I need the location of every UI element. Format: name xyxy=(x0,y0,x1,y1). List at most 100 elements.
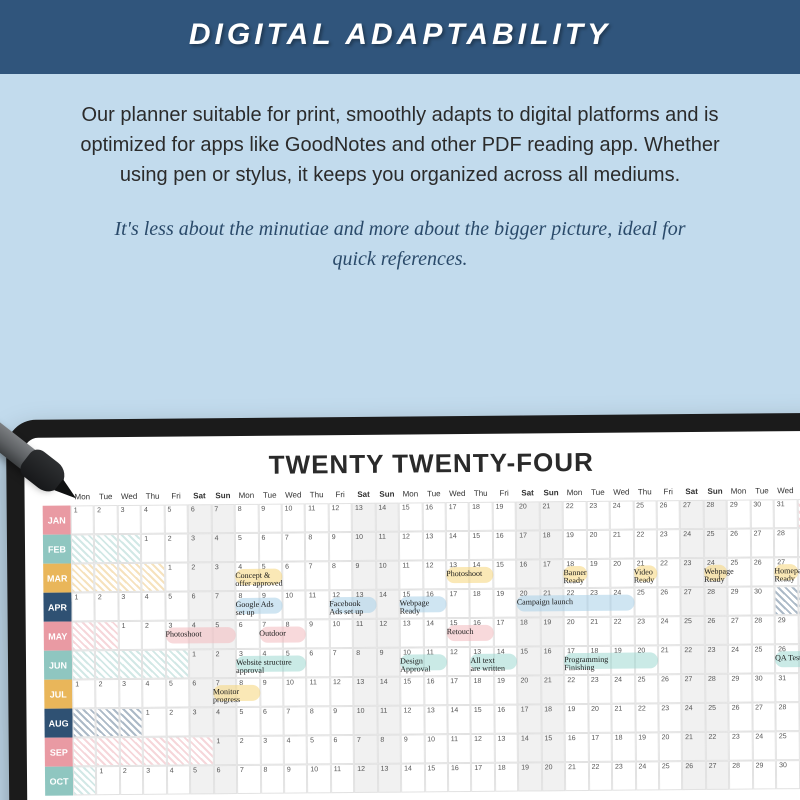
day-cell: 15 xyxy=(471,705,495,734)
day-cell: 13 xyxy=(400,618,424,647)
day-cell: 15 xyxy=(399,502,423,531)
day-cell: 4 xyxy=(259,649,283,678)
dow-cell: Thu xyxy=(633,485,657,500)
day-cell: 18 xyxy=(495,763,519,792)
day-cell xyxy=(72,621,96,650)
day-cell: 8 xyxy=(305,532,329,561)
day-cell: 11 xyxy=(448,734,472,763)
day-cell: 20 xyxy=(588,704,612,733)
dow-cell: Sun xyxy=(539,486,563,501)
day-cell: 9 xyxy=(284,764,308,793)
day-cell: 20 xyxy=(587,530,611,559)
day-cell: 25 xyxy=(659,761,683,790)
day-cell: 25 xyxy=(705,703,729,732)
day-cell: 13 xyxy=(353,590,377,619)
day-cell: 5 xyxy=(259,562,283,591)
day-cell: 24 xyxy=(658,616,682,645)
dow-cell: Tue xyxy=(94,490,118,505)
day-cell: 3 xyxy=(190,707,214,736)
day-cell: 9 xyxy=(329,532,353,561)
day-cell: 18 xyxy=(517,617,541,646)
dow-cell: Fri xyxy=(328,488,352,503)
day-cell: 14 xyxy=(518,733,542,762)
day-cell: 24 xyxy=(728,645,752,674)
dow-cell: Wed xyxy=(774,484,798,499)
day-cell: 8 xyxy=(260,765,284,794)
day-cell: 16 xyxy=(494,705,518,734)
day-cell: 23 xyxy=(658,703,682,732)
day-cell: 19 xyxy=(563,530,587,559)
day-cell: 14 xyxy=(446,531,470,560)
day-cell: 17 xyxy=(446,589,470,618)
day-cell: 25 xyxy=(681,616,705,645)
day-cell: 18 xyxy=(563,559,587,588)
day-cell: 11 xyxy=(399,560,423,589)
day-cell: 15 xyxy=(541,733,565,762)
day-cell: 10 xyxy=(376,561,400,590)
day-cell: 15 xyxy=(469,531,493,560)
day-cell: 2 xyxy=(188,562,212,591)
day-cell: 24 xyxy=(635,761,659,790)
day-cell: 21 xyxy=(539,501,563,530)
month-label: JUN xyxy=(44,650,72,679)
day-cell: 25 xyxy=(633,500,657,529)
day-cell xyxy=(190,736,214,765)
day-cell: 23 xyxy=(634,616,658,645)
tablet: TWENTY TWENTY-FOUR MonTueWedThuFriSatSun… xyxy=(10,420,800,800)
day-cell: 19 xyxy=(611,646,635,675)
day-cell: 29 xyxy=(727,500,751,529)
day-cell: 26 xyxy=(658,674,682,703)
day-cell: 19 xyxy=(540,617,564,646)
dow-cell: Tue xyxy=(258,489,282,504)
day-cell: 29 xyxy=(728,587,752,616)
day-cell: 9 xyxy=(330,706,354,735)
day-cell xyxy=(72,708,96,737)
day-cell: 21 xyxy=(658,645,682,674)
day-cell: 19 xyxy=(635,732,659,761)
day-cell: 31 xyxy=(775,673,799,702)
day-cell: 29 xyxy=(775,615,799,644)
day-cell: 25 xyxy=(635,674,659,703)
day-cell: 16 xyxy=(422,502,446,531)
day-cell: 15 xyxy=(424,763,448,792)
day-cell: 11 xyxy=(377,706,401,735)
day-cell: 4 xyxy=(235,562,259,591)
dow-cell: Tue xyxy=(750,484,774,499)
day-cell: 28 xyxy=(729,761,753,790)
day-cell xyxy=(95,621,119,650)
day-cell: 1 xyxy=(119,621,143,650)
dow-cell: Mon xyxy=(727,485,751,500)
day-cell: 26 xyxy=(657,587,681,616)
dow-cell: Thu xyxy=(305,488,329,503)
day-cell: 20 xyxy=(610,559,634,588)
day-cell: 6 xyxy=(282,561,306,590)
dow-cell: Sat xyxy=(188,489,212,504)
day-cell: 23 xyxy=(729,732,753,761)
day-cell: 7 xyxy=(330,648,354,677)
day-cell: 19 xyxy=(493,589,517,618)
tablet-frame: TWENTY TWENTY-FOUR MonTueWedThuFriSatSun… xyxy=(6,413,800,800)
dow-cell: Wed xyxy=(117,490,141,505)
day-cell: 14 xyxy=(470,560,494,589)
day-cell: 14 xyxy=(401,763,425,792)
day-cell: 29 xyxy=(753,760,777,789)
day-cell: 24 xyxy=(610,588,634,617)
day-cell: 22 xyxy=(564,675,588,704)
handwriting-quote: It's less about the minutiae and more ab… xyxy=(0,200,800,274)
day-cell: 21 xyxy=(587,617,611,646)
day-cell: 12 xyxy=(329,590,353,619)
day-cell: 5 xyxy=(236,707,260,736)
day-cell: 6 xyxy=(189,678,213,707)
day-cell: 10 xyxy=(282,590,306,619)
day-cell: 7 xyxy=(259,620,283,649)
day-cell: 11 xyxy=(331,764,355,793)
day-cell: 8 xyxy=(307,706,331,735)
day-cell: 22 xyxy=(705,732,729,761)
day-cell: 20 xyxy=(542,762,566,791)
day-cell: 28 xyxy=(774,528,798,557)
day-cell: 26 xyxy=(727,529,751,558)
day-cell: 13 xyxy=(353,677,377,706)
month-label: OCT xyxy=(45,766,73,795)
day-cell xyxy=(96,737,120,766)
dow-cell: Fri xyxy=(492,487,516,502)
